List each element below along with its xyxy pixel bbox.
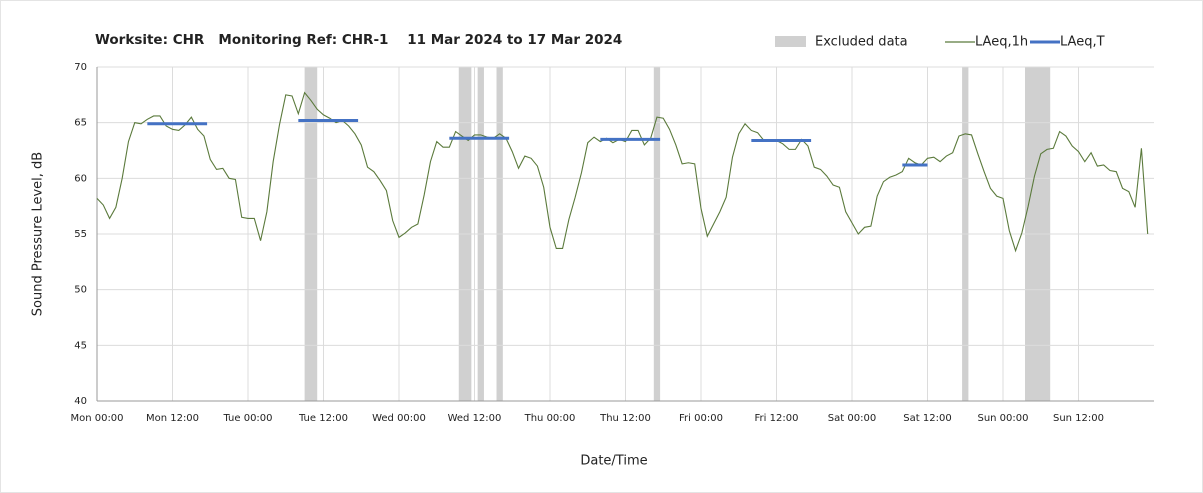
x-tick-label: Thu 00:00 [524, 413, 576, 424]
x-tick-label: Wed 00:00 [372, 413, 426, 424]
x-tick-label: Mon 12:00 [146, 413, 199, 424]
x-tick-label: Mon 00:00 [70, 413, 123, 424]
x-tick-label: Sun 00:00 [977, 413, 1028, 424]
y-tick-label: 65 [74, 118, 87, 129]
chart-title: Worksite: CHR Monitoring Ref: CHR-1 11 M… [95, 32, 622, 48]
y-axis-label: Sound Pressure Level, dB [31, 152, 46, 316]
x-tick-label: Tue 12:00 [298, 413, 348, 424]
y-tick-label: 40 [74, 396, 87, 407]
x-tick-label: Tue 00:00 [222, 413, 272, 424]
legend-swatch [775, 36, 806, 47]
x-tick-label: Wed 12:00 [448, 413, 502, 424]
x-tick-label: Fri 12:00 [755, 413, 799, 424]
x-tick-label: Sat 12:00 [903, 413, 951, 424]
x-tick-label: Thu 12:00 [599, 413, 651, 424]
legend-label: LAeq,1h [975, 35, 1028, 50]
legend-label: LAeq,T [1060, 35, 1105, 50]
y-tick-label: 55 [74, 229, 87, 240]
legend-label: Excluded data [815, 35, 908, 50]
y-tick-label: 70 [74, 62, 87, 73]
y-tick-label: 50 [74, 285, 87, 296]
x-tick-label: Sat 00:00 [828, 413, 876, 424]
y-tick-label: 45 [74, 340, 87, 351]
x-axis-label: Date/Time [580, 454, 647, 469]
x-tick-label: Sun 12:00 [1053, 413, 1104, 424]
x-tick-label: Fri 00:00 [679, 413, 723, 424]
y-tick-label: 60 [74, 173, 87, 184]
